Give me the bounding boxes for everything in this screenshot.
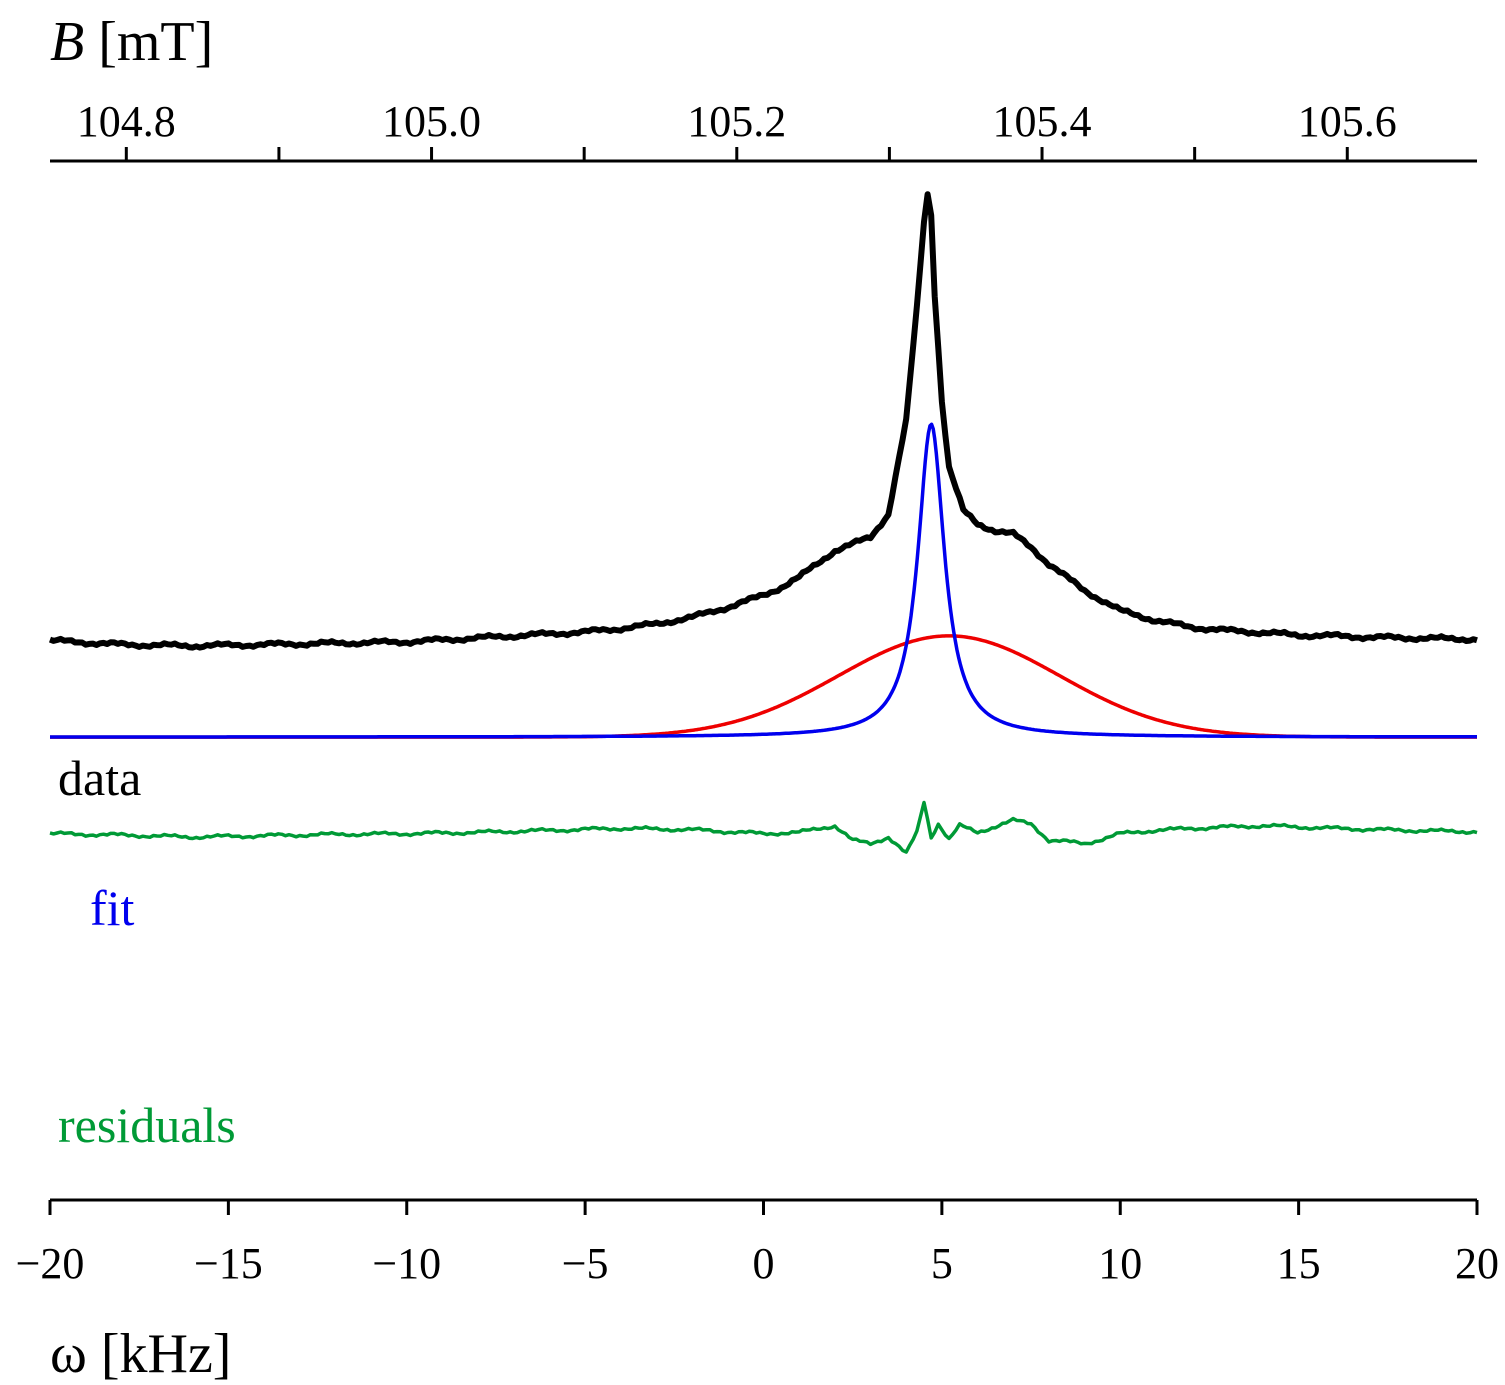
top-axis-tick-label: 105.4 — [993, 97, 1092, 146]
residuals-series-line — [49, 800, 1478, 854]
bottom-axis: −20 −15 −10 −5 0 5 10 15 20 ω [kHz] — [16, 1198, 1499, 1385]
bottom-axis-ticks: −20 −15 −10 −5 0 5 10 15 20 — [16, 1200, 1499, 1288]
data-series-label: data — [58, 750, 141, 806]
top-axis-title-symbol: B — [50, 11, 84, 73]
bottom-axis-title: ω [kHz] — [50, 1323, 231, 1385]
fit-narrow-component-line — [49, 422, 1478, 739]
top-axis-tick-label: 105.6 — [1298, 97, 1397, 146]
residuals-series-label: residuals — [58, 1097, 236, 1153]
bottom-axis-tick-label: −15 — [194, 1239, 263, 1288]
data-series-line — [48, 191, 1478, 651]
bottom-axis-tick-label: −20 — [16, 1239, 85, 1288]
bottom-axis-tick-label: −5 — [562, 1239, 609, 1288]
top-axis-tick-label: 105.0 — [382, 97, 481, 146]
fit-broad-component-line — [49, 634, 1478, 739]
bottom-axis-tick-label: 15 — [1277, 1239, 1321, 1288]
top-axis-title: B [mT] — [50, 11, 213, 73]
bottom-axis-tick-label: −10 — [372, 1239, 441, 1288]
bottom-axis-tick-label: 5 — [931, 1239, 953, 1288]
top-axis: 104.8 105.0 105.2 105.4 105.6 B [mT] — [50, 11, 1477, 163]
top-axis-ticks: 104.8 105.0 105.2 105.4 105.6 — [77, 97, 1397, 161]
fit-series-label: fit — [90, 880, 135, 936]
bottom-axis-tick-label: 20 — [1455, 1239, 1499, 1288]
plot-area — [48, 191, 1478, 854]
top-axis-title-unit: [mT] — [98, 11, 213, 73]
bottom-axis-tick-label: 0 — [753, 1239, 775, 1288]
bottom-axis-tick-label: 10 — [1098, 1239, 1142, 1288]
top-axis-tick-label: 105.2 — [687, 97, 786, 146]
top-axis-tick-label: 104.8 — [77, 97, 176, 146]
